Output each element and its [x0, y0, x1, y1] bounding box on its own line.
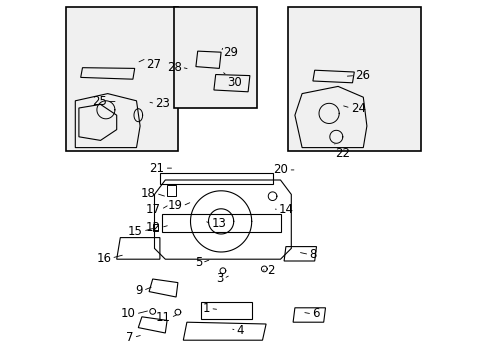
- Text: 29: 29: [223, 46, 238, 59]
- Text: 17: 17: [146, 203, 161, 216]
- Bar: [152, 224, 158, 231]
- Text: 9: 9: [135, 284, 142, 297]
- Text: 8: 8: [309, 248, 316, 261]
- Text: 27: 27: [146, 58, 161, 71]
- Bar: [167, 185, 176, 196]
- Text: 13: 13: [211, 217, 226, 230]
- Text: 24: 24: [350, 102, 365, 114]
- Text: 2: 2: [266, 264, 274, 277]
- Bar: [287, 7, 420, 151]
- Text: 4: 4: [236, 324, 244, 337]
- Text: 5: 5: [194, 256, 202, 269]
- Text: 21: 21: [149, 162, 164, 175]
- Text: 20: 20: [273, 163, 288, 176]
- Text: 1: 1: [203, 302, 210, 315]
- Text: 18: 18: [141, 187, 156, 200]
- Text: 12: 12: [146, 221, 161, 234]
- Text: 10: 10: [121, 307, 136, 320]
- Text: 19: 19: [167, 199, 182, 212]
- Text: 30: 30: [227, 76, 242, 89]
- Text: 11: 11: [155, 311, 170, 324]
- Text: 23: 23: [155, 97, 170, 110]
- Text: 22: 22: [335, 147, 349, 160]
- Text: 14: 14: [279, 203, 293, 216]
- Text: 15: 15: [128, 225, 142, 238]
- Bar: [66, 7, 178, 151]
- Text: 28: 28: [166, 61, 181, 74]
- Text: 26: 26: [355, 69, 369, 82]
- Text: 7: 7: [126, 331, 133, 344]
- Text: 25: 25: [92, 95, 107, 108]
- Text: 3: 3: [216, 272, 223, 285]
- Text: 6: 6: [311, 307, 319, 320]
- Bar: [174, 7, 257, 108]
- Text: 16: 16: [96, 252, 111, 265]
